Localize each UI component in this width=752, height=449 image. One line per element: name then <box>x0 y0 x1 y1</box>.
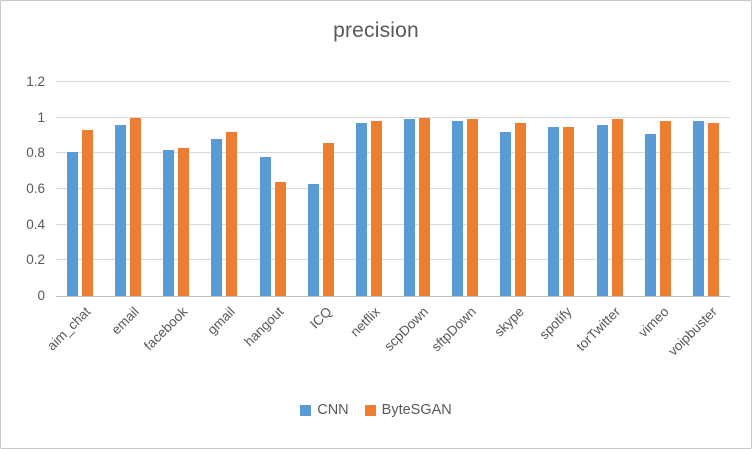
bar-cnn-scpDown <box>404 119 416 296</box>
bar-bytesgan-ICQ <box>322 142 334 296</box>
y-tick-label: 0.6 <box>26 181 45 196</box>
bar-cnn-torTwitter <box>596 124 608 296</box>
bar-bytesgan-vimeo <box>659 121 671 296</box>
x-tick-label-ICQ: ICQ <box>306 304 335 332</box>
x-tick-label-facebook: facebook <box>140 304 190 354</box>
legend-swatch-cnn-icon <box>300 404 312 416</box>
bar-group-vimeo <box>634 82 682 296</box>
bar-cnn-email <box>115 124 127 296</box>
bar-bytesgan-skype <box>515 123 527 296</box>
bar-bytesgan-sftpDown <box>467 119 479 296</box>
y-tick-label: 0.2 <box>26 252 45 268</box>
bar-cnn-gmail <box>211 139 223 296</box>
bar-group-aim_chat <box>56 82 104 296</box>
gridline <box>56 116 730 118</box>
bar-cnn-ICQ <box>307 183 319 296</box>
bar-cnn-skype <box>500 131 512 296</box>
x-tick-label-aim_chat: aim_chat <box>44 304 94 354</box>
bar-bytesgan-netflix <box>370 121 382 296</box>
bar-group-hangout <box>249 82 297 296</box>
x-tick-label-spotify: spotify <box>536 304 576 343</box>
bar-group-facebook <box>152 82 200 296</box>
x-tick-label-email: email <box>108 304 142 338</box>
x-tick-label-scpDown: scpDown <box>380 304 431 354</box>
bar-bytesgan-hangout <box>274 181 286 296</box>
bar-group-email <box>104 82 152 296</box>
bar-group-ICQ <box>297 82 345 296</box>
x-tick-label-gmail: gmail <box>204 304 239 338</box>
gridline <box>56 223 730 225</box>
plot-area <box>56 81 730 297</box>
bar-bytesgan-torTwitter <box>611 119 623 296</box>
y-tick-label: 0.8 <box>26 145 45 161</box>
bar-cnn-spotify <box>548 126 560 296</box>
bar-bytesgan-gmail <box>226 131 238 296</box>
legend: CNN ByteSGAN <box>1 402 751 418</box>
y-tick-label: 1 <box>37 109 45 125</box>
bar-group-sftpDown <box>441 82 489 296</box>
legend-swatch-bytesgan-icon <box>364 404 376 416</box>
chart-title: precision <box>333 19 419 42</box>
x-tick-label-sftpDown: sftpDown <box>428 304 479 355</box>
x-tick-label-torTwitter: torTwitter <box>573 304 624 354</box>
x-tick-label-netflix: netflix <box>346 304 383 340</box>
gridline <box>56 81 730 82</box>
bar-bytesgan-voipbuster <box>707 123 719 296</box>
x-tick-label-skype: skype <box>491 304 527 340</box>
bar-bytesgan-spotify <box>563 126 575 296</box>
bar-bytesgan-email <box>130 117 142 296</box>
bar-cnn-netflix <box>355 123 367 296</box>
bar-bytesgan-scpDown <box>419 117 431 296</box>
gridline <box>56 188 730 189</box>
bar-group-skype <box>489 82 537 296</box>
bar-group-gmail <box>200 82 248 296</box>
legend-item-bytesgan: ByteSGAN <box>364 402 452 418</box>
bar-group-scpDown <box>393 82 441 296</box>
x-tick-label-vimeo: vimeo <box>635 304 672 341</box>
bar-cnn-vimeo <box>644 133 656 296</box>
bar-cnn-hangout <box>259 156 271 296</box>
bar-cnn-aim_chat <box>67 151 79 296</box>
bar-group-voipbuster <box>682 82 730 296</box>
y-tick-label: 0.4 <box>26 216 45 232</box>
x-tick-label-voipbuster: voipbuster <box>664 304 720 359</box>
y-tick-label: 1.2 <box>26 74 45 89</box>
bar-bytesgan-aim_chat <box>82 130 94 296</box>
bars-layer <box>56 82 730 296</box>
bar-group-torTwitter <box>586 82 634 296</box>
bar-cnn-voipbuster <box>692 121 704 296</box>
bar-group-netflix <box>345 82 393 296</box>
bar-group-spotify <box>537 82 585 296</box>
y-tick-label: 0 <box>37 288 45 303</box>
bar-cnn-facebook <box>163 149 175 296</box>
legend-item-cnn: CNN <box>300 402 349 418</box>
x-axis-line <box>56 296 730 297</box>
legend-label-bytesgan: ByteSGAN <box>381 402 452 418</box>
bar-cnn-sftpDown <box>452 121 464 296</box>
gridline <box>56 259 730 261</box>
bar-bytesgan-facebook <box>178 147 190 296</box>
gridline <box>56 152 730 154</box>
legend-label-cnn: CNN <box>317 402 349 418</box>
x-tick-label-hangout: hangout <box>241 304 287 350</box>
